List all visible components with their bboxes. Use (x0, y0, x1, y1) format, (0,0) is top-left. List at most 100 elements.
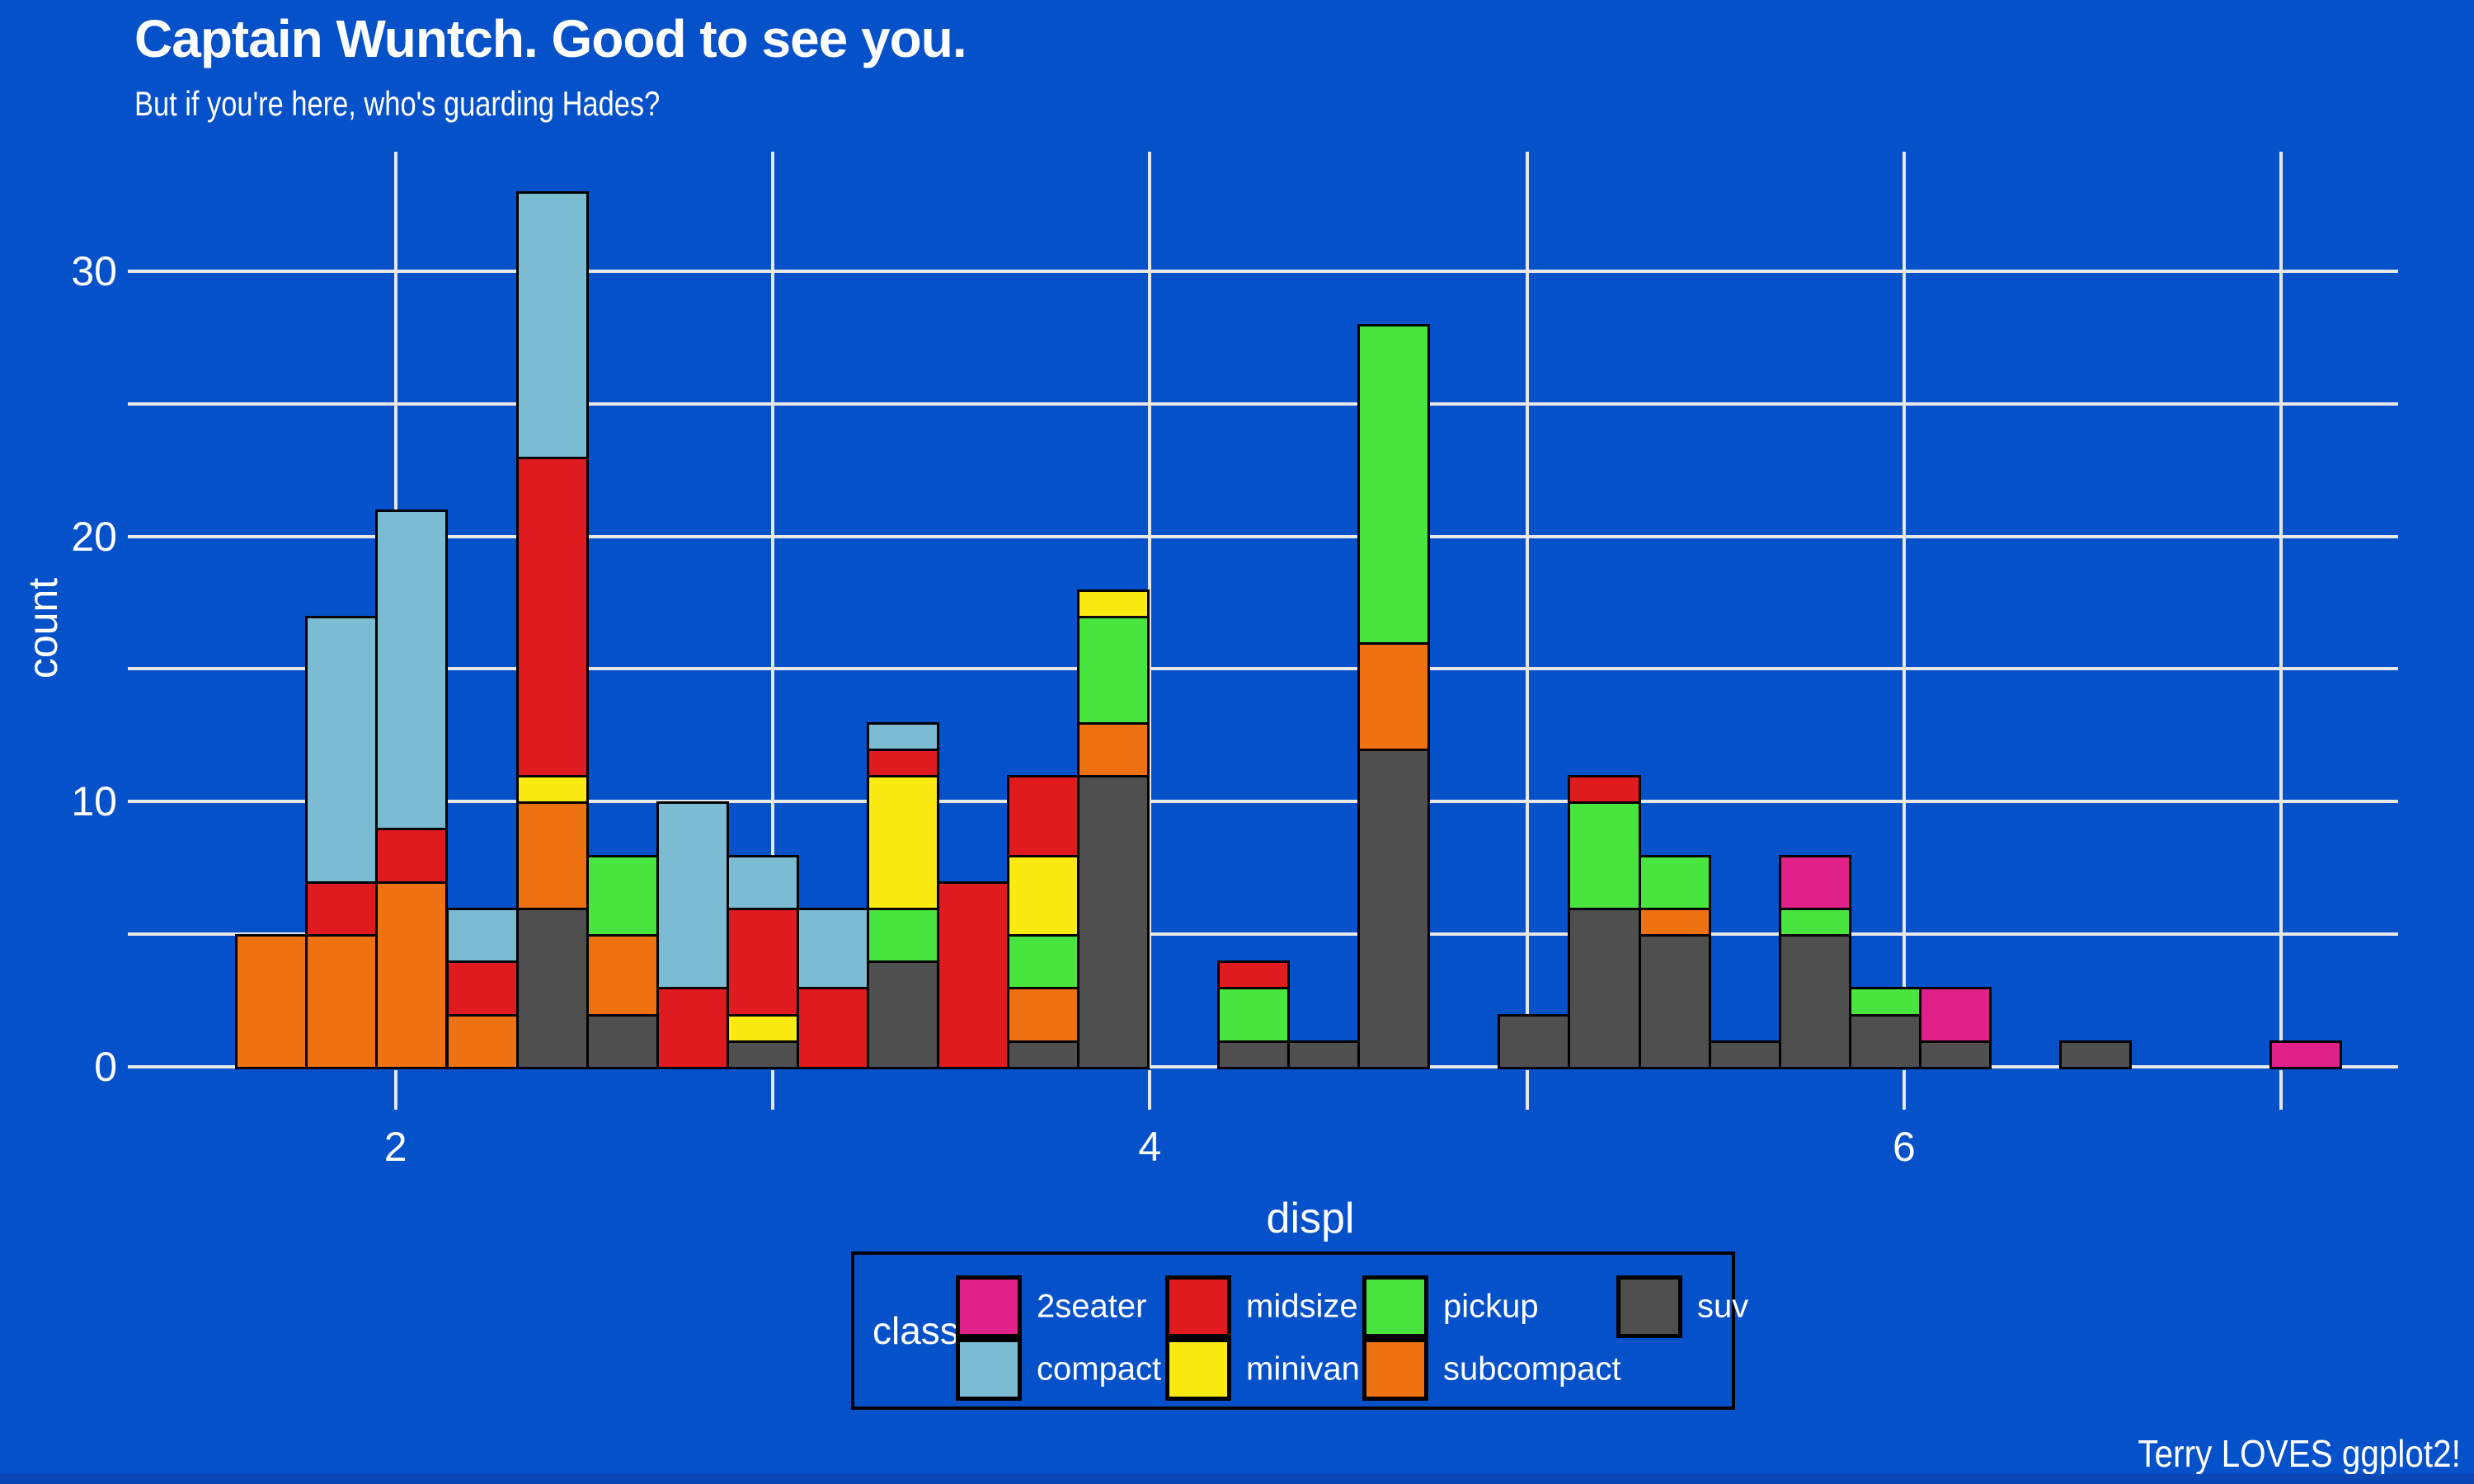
legend-key-pickup (1362, 1275, 1428, 1338)
legend-label-suv: suv (1697, 1288, 1749, 1325)
bar-segment-subcompact (1077, 721, 1150, 778)
bar-segment-midsize (375, 828, 449, 884)
y-tick-label: 30 (71, 247, 117, 294)
bar-segment-compact (305, 616, 379, 884)
bar-segment-suv (515, 907, 589, 1069)
legend-label-compact: compact (1037, 1350, 1162, 1388)
bar-segment-subcompact (445, 1013, 519, 1069)
bar-segment-compact (515, 191, 589, 459)
bar-segment-midsize (515, 457, 589, 778)
legend-label-pickup: pickup (1443, 1288, 1539, 1325)
legend-key-2seater (956, 1275, 1022, 1338)
bar-segment-pickup (866, 907, 939, 964)
legend-key-subcompact (1362, 1338, 1428, 1401)
legend-title: class (872, 1309, 959, 1352)
gridline-horizontal (128, 534, 2398, 538)
y-axis-title: count (20, 577, 66, 679)
bar-segment-suv (1287, 1040, 1361, 1069)
x-tick (1148, 1070, 1152, 1110)
bar-segment-pickup (586, 854, 659, 937)
bar-segment-minivan (1077, 589, 1150, 619)
bar-segment-suv (1848, 1013, 1921, 1069)
x-tick-label: 6 (1893, 1124, 1916, 1170)
bar-segment-2seater (2269, 1040, 2343, 1069)
gridline-horizontal (128, 932, 2398, 937)
bar-segment-minivan (1006, 854, 1080, 937)
bar-segment-midsize (796, 987, 869, 1069)
bar-segment-suv (1708, 1040, 1781, 1069)
bar-segment-midsize (1568, 775, 1641, 805)
gridline-vertical (2279, 152, 2284, 1067)
plot-title: Captain Wuntch. Good to see you. (134, 9, 967, 68)
y-tick-label: 20 (71, 513, 117, 560)
bar-segment-compact (726, 854, 799, 910)
x-tick (1902, 1070, 1906, 1110)
bar-segment-suv (1568, 907, 1641, 1069)
caption: Terry LOVES ggplot2! (2138, 1432, 2461, 1475)
bar-segment-midsize (726, 907, 799, 1017)
legend: class 2seater compact midsize minivan pickup… (851, 1252, 1748, 1410)
gridline-vertical (770, 152, 774, 1067)
legend-label-2seater: 2seater (1037, 1288, 1147, 1325)
bar-segment-subcompact (1006, 987, 1080, 1043)
bar-segment-suv (1638, 934, 1711, 1069)
y-tick-label: 10 (71, 778, 117, 825)
bar-segment-subcompact (515, 801, 589, 910)
gridline-horizontal (128, 269, 2398, 273)
bar-segment-minivan (515, 775, 589, 805)
bar-segment-suv (726, 1040, 799, 1069)
bar-segment-compact (796, 907, 869, 990)
bar-segment-compact (866, 721, 939, 751)
plot-subtitle: But if you're here, who's guarding Hades… (134, 84, 661, 123)
x-axis-title: displ (1266, 1195, 1355, 1242)
bar-segment-pickup (1006, 934, 1080, 990)
bar-segment-pickup (1638, 854, 1711, 910)
bar-segment-pickup (1077, 616, 1150, 725)
bar-segment-compact (445, 907, 519, 964)
gridline-horizontal (128, 667, 2398, 671)
legend-key-suv (1616, 1275, 1682, 1338)
bar-segment-pickup (1778, 907, 1851, 937)
bar-segment-minivan (866, 775, 939, 910)
x-tick (770, 1070, 774, 1110)
bar-segment-compact (656, 801, 729, 990)
x-tick-label: 4 (1138, 1124, 1162, 1170)
bar-segment-subcompact (1638, 907, 1711, 937)
bottom-edge-strip (0, 1474, 2474, 1484)
bar-segment-compact (375, 510, 449, 831)
bar-segment-suv (1918, 1040, 1992, 1069)
x-tick (1525, 1070, 1529, 1110)
legend-key-midsize (1165, 1275, 1231, 1338)
bar-segment-suv (1077, 775, 1150, 1069)
bar-segment-midsize (656, 987, 729, 1069)
bar-segment-suv (586, 1013, 659, 1069)
bar-segment-suv (866, 960, 939, 1069)
x-tick-label: 2 (383, 1124, 407, 1170)
bar-segment-suv (1498, 1013, 1571, 1069)
bar-segment-pickup (1217, 987, 1291, 1043)
legend-key-minivan (1165, 1338, 1231, 1401)
gridline-vertical (1148, 152, 1152, 1067)
bar-segment-midsize (936, 881, 1009, 1069)
bar-segment-subcompact (235, 934, 308, 1069)
bar-segment-pickup (1568, 801, 1641, 910)
bar-segment-midsize (1006, 775, 1080, 857)
bar-segment-suv (2058, 1040, 2132, 1069)
bar-segment-suv (1006, 1040, 1080, 1069)
legend-key-compact (956, 1338, 1022, 1401)
x-tick (2279, 1070, 2284, 1110)
bar-segment-minivan (726, 1013, 799, 1043)
y-tick-label: 0 (94, 1044, 117, 1090)
bar-segment-subcompact (375, 881, 449, 1069)
bar-segment-midsize (445, 960, 519, 1017)
bar-segment-midsize (305, 881, 379, 937)
legend-label-subcompact: subcompact (1443, 1350, 1621, 1388)
bar-segment-pickup (1357, 324, 1431, 646)
bar-segment-suv (1778, 934, 1851, 1069)
bar-segment-subcompact (305, 934, 379, 1069)
gridline-vertical (1525, 152, 1529, 1067)
gridline-horizontal (128, 402, 2398, 406)
legend-label-minivan: minivan (1246, 1350, 1360, 1388)
bar-segment-pickup (1848, 987, 1921, 1017)
